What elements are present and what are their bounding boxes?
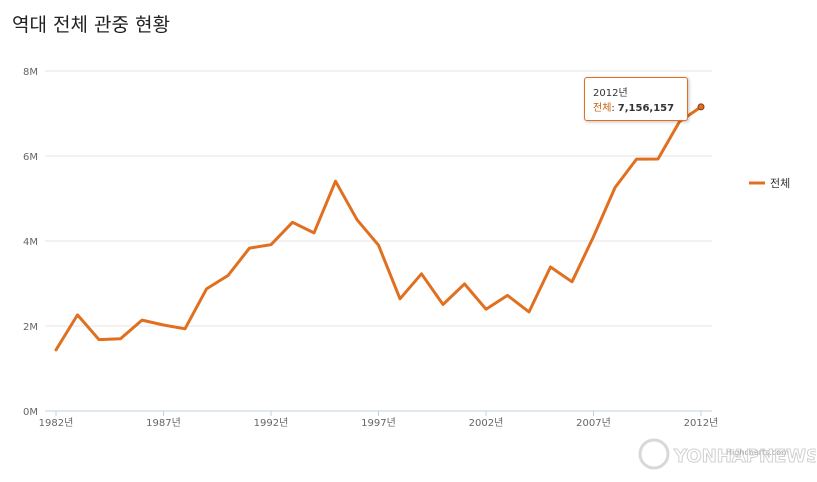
y-tick-label: 6M [23,152,38,163]
tooltip-value: 7,156,157 [617,103,675,114]
y-tick-label: 2M [23,322,38,333]
data-point[interactable] [396,295,404,303]
data-point[interactable] [482,305,490,313]
data-point[interactable] [375,241,383,249]
data-point[interactable] [590,233,598,241]
data-point[interactable] [633,155,641,163]
data-point[interactable] [504,291,512,299]
data-points [52,103,705,354]
x-axis-ticks [55,411,702,416]
data-point[interactable] [138,316,146,324]
legend[interactable]: 전체 [749,177,790,190]
data-point[interactable] [267,241,275,249]
data-point[interactable] [160,321,168,329]
data-point[interactable] [439,300,447,308]
data-point[interactable] [418,270,426,278]
highcharts-credit[interactable]: Highcharts.com [726,448,789,457]
tooltip-value-row: 전체: 7,156,157 [593,99,679,114]
data-point[interactable] [654,155,662,163]
x-tick-label: 2012년 [684,417,719,429]
data-point[interactable] [461,280,469,288]
x-tick-label: 1997년 [361,417,396,429]
data-point[interactable] [224,271,232,279]
y-tick-label: 4M [23,237,38,248]
grid-lines [45,70,712,327]
x-tick-label: 1992년 [254,417,289,429]
legend-label: 전체 [770,177,790,190]
x-tick-label: 1982년 [39,417,74,429]
yonhap-watermark: YONHAPNEWS [638,438,816,470]
data-point[interactable] [181,325,189,333]
y-axis-labels: 0M 2M 4M 6M 8M [23,67,38,418]
y-tick-label: 8M [23,67,38,78]
data-point[interactable] [52,346,60,354]
data-point[interactable] [547,263,555,271]
data-point[interactable] [289,218,297,226]
data-point[interactable] [525,308,533,316]
data-point[interactable] [568,278,576,286]
watermark-logo-icon [638,438,670,470]
data-point[interactable] [246,244,254,252]
data-point[interactable] [697,103,705,111]
y-tick-label: 0M [23,407,38,418]
chart-title: 역대 전체 관중 현황 [12,14,170,36]
tooltip-x-label: 2012년 [593,88,628,99]
data-point[interactable] [353,216,361,224]
data-point[interactable] [74,311,82,319]
x-tick-label: 2007년 [576,417,611,429]
x-tick-label: 1987년 [146,417,181,429]
data-point[interactable] [611,184,619,192]
data-point[interactable] [95,336,103,344]
tooltip-series-name: 전체 [593,103,612,114]
x-tick-label: 2002년 [469,417,504,429]
x-axis-labels: 1982년 1987년 1992년 1997년 2002년 2007년 2012년 [39,417,719,429]
series-line-total [54,105,703,352]
data-point[interactable] [310,229,318,237]
data-point[interactable] [117,335,125,343]
tooltip: 2012년 전체: 7,156,157 [584,77,688,121]
data-point[interactable] [332,177,340,185]
tooltip-colon: : [611,103,615,114]
watermark-text: YONHAPNEWS [673,446,816,467]
data-point[interactable] [203,285,211,293]
